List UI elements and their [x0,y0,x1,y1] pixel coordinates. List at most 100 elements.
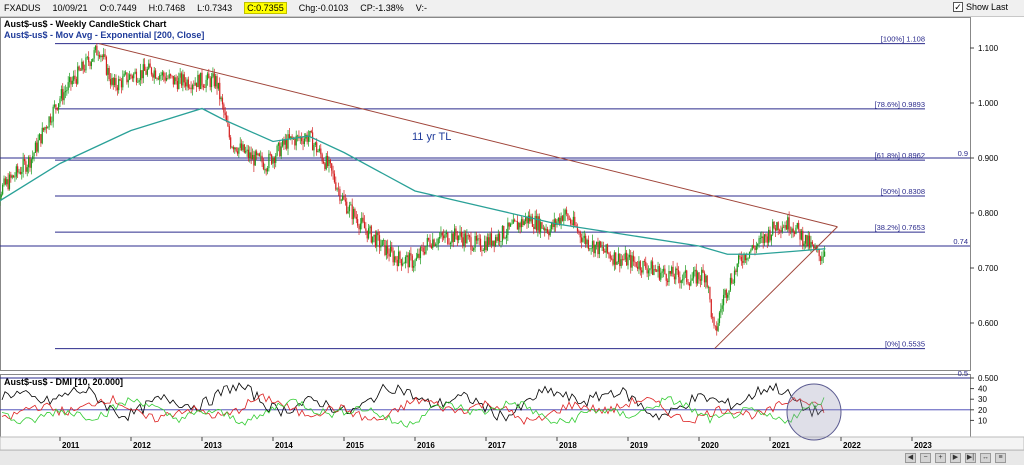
candle-body [108,67,110,80]
candle-body [479,238,482,251]
zoom-in-button[interactable]: + [935,453,946,463]
candle-body [595,241,598,245]
dmi-y-tick-label: 30 [978,395,987,404]
candle-body [774,228,777,231]
x-tick-label: 2016 [417,441,435,450]
candle-body [25,161,27,172]
candle-body [766,236,768,243]
candle-body [638,261,640,269]
candle-body [331,163,333,171]
candle-body [658,266,661,280]
scroll-right-button[interactable]: ▶ [950,453,961,463]
candle-body [665,274,667,281]
candle-body [746,258,748,261]
candle-body [440,232,442,238]
candle-body [0,194,2,197]
candle-body [486,237,488,251]
candle-body [279,142,281,157]
candle-body [344,199,346,202]
time-scrollbar[interactable]: ◀ − + ▶ ▶| ↔ ≡ [0,450,1024,465]
scroll-end-button[interactable]: ▶| [965,453,976,463]
candle-body [366,230,368,239]
candle-body [380,245,382,248]
candle-body [313,144,315,151]
candle-body [522,219,524,226]
candle-body [247,149,250,158]
candle-body [651,261,654,275]
candle-body [814,246,816,249]
show-last-checkbox[interactable]: ✓ [952,2,963,12]
candle-body [114,78,116,86]
candle-body [438,237,441,239]
candle-body [647,270,650,274]
settings-button[interactable]: ≡ [995,453,1006,463]
candle-body [307,136,310,142]
candle-body [206,73,209,80]
candle-body [671,266,673,274]
candle-body [96,45,98,56]
candle-body [415,257,417,261]
candle-body [130,74,132,77]
candle-body [362,217,364,222]
candle-body [389,246,392,257]
candle-body [524,217,527,222]
candle-body [82,61,84,70]
candle-body [736,263,738,272]
candle-body [175,77,177,82]
candle-body [811,241,813,245]
candle-body [503,225,505,239]
candle-body [493,240,495,246]
candle-body [572,216,574,225]
candle-body [763,234,766,244]
candle-body [460,231,463,238]
candle-body [336,188,338,190]
candle-body [477,238,479,241]
fit-button[interactable]: ↔ [980,453,991,463]
candle-body [269,153,271,155]
candle-body [755,245,757,251]
candle-body [49,116,52,123]
candle-body [561,216,564,221]
candle-body [146,69,148,75]
candle-body [36,142,38,152]
candle-body [314,142,316,145]
candle-body [807,235,809,246]
candle-body [702,269,704,273]
show-last-toggle[interactable]: ✓ Show Last [952,2,1020,12]
candle-body [419,247,422,259]
candle-body [332,170,334,174]
candle-body [698,272,700,280]
x-tick-label: 2011 [62,441,80,450]
candle-body [126,72,128,83]
candle-body [406,255,408,258]
candle-body [481,250,483,251]
scroll-left-button[interactable]: ◀ [905,453,916,463]
candle-body [613,252,615,265]
candle-body [186,79,188,87]
zoom-out-button[interactable]: − [920,453,931,463]
candle-body [619,253,621,267]
candle-body [806,234,808,246]
candle-body [604,251,606,253]
candle-body [195,82,198,88]
candle-body [133,73,135,79]
candle-body [800,230,803,240]
candle-body [254,151,256,166]
candle-body [325,155,327,170]
x-tick-label: 2020 [701,441,719,450]
candle-body [630,254,632,268]
candle-body [467,235,469,236]
candle-body [653,269,655,275]
candle-body [535,215,538,231]
candle-body [456,235,458,241]
candle-body [579,231,581,238]
candle-body [93,50,95,59]
candle-body [404,257,407,264]
candle-body [149,63,151,68]
candle-body [686,270,688,282]
candle-body [436,244,438,245]
dmi-panel-frame [0,374,971,438]
candle-body [60,89,62,99]
candle-body [283,139,285,145]
